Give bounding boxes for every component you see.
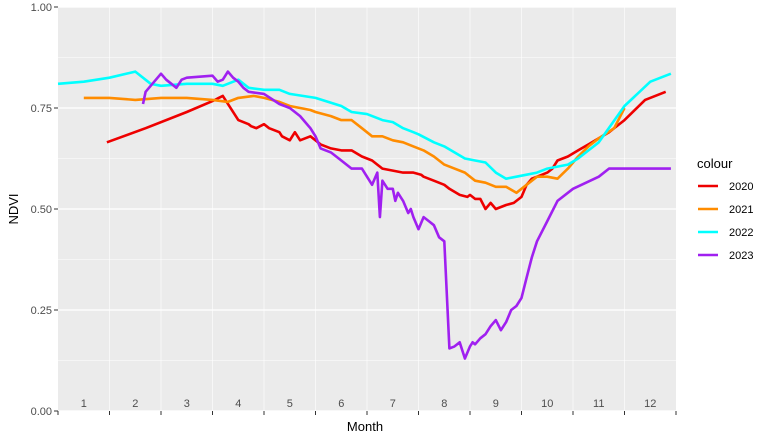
month-labels: 1 2 3 4 5 6 7 8 9 10 11 12 <box>81 398 657 410</box>
y-tick-label: 0.75 <box>31 103 52 115</box>
legend-label-2022: 2022 <box>729 227 753 239</box>
month-label: 2 <box>132 398 138 410</box>
month-label: 9 <box>493 398 499 410</box>
series-lines <box>57 70 672 360</box>
series-line-2020 <box>106 90 667 211</box>
legend-items: 2020 2021 2022 2023 <box>698 181 753 262</box>
legend-label-2023: 2023 <box>729 250 753 262</box>
month-label: 6 <box>338 398 344 410</box>
legend: colour 2020 2021 2022 2023 <box>697 156 753 262</box>
y-axis: 0.00 0.25 0.50 0.75 1.00 <box>31 2 58 418</box>
month-label: 12 <box>644 398 656 410</box>
legend-label-2020: 2020 <box>729 181 753 193</box>
y-tick-label: 0.50 <box>31 204 52 216</box>
x-axis-title: Month <box>347 419 383 434</box>
series-line-2023 <box>141 70 671 360</box>
month-label: 5 <box>287 398 293 410</box>
legend-label-2021: 2021 <box>729 204 753 216</box>
series-line-2022 <box>57 70 672 180</box>
x-axis <box>57 411 677 415</box>
y-tick-label: 0.00 <box>31 406 52 418</box>
legend-title: colour <box>697 156 733 171</box>
month-label: 10 <box>541 398 553 410</box>
series-line-2021 <box>83 94 626 195</box>
y-axis-title: NDVI <box>6 193 21 224</box>
month-label: 11 <box>593 398 604 410</box>
month-label: 7 <box>390 398 396 410</box>
month-label: 8 <box>441 398 447 410</box>
month-label: 3 <box>184 398 190 410</box>
month-label: 1 <box>81 398 87 410</box>
month-label: 4 <box>235 398 241 410</box>
grid-lines <box>58 6 676 412</box>
y-tick-label: 0.25 <box>31 305 52 317</box>
y-tick-label: 1.00 <box>31 2 52 14</box>
